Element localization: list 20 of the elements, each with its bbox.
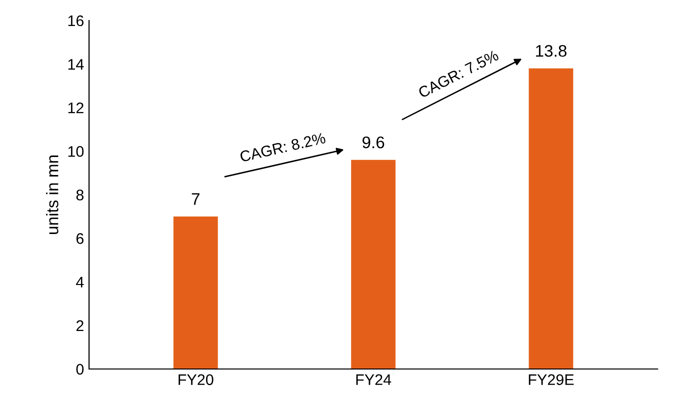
y-tick-label: 10	[68, 146, 84, 157]
x-tick-label: FY29E	[528, 374, 574, 386]
y-tick-label: 14	[68, 59, 84, 70]
y-tick-label: 2	[76, 320, 84, 331]
x-tick-label: FY20	[178, 374, 214, 386]
y-tick-label: 6	[76, 233, 84, 244]
annotation: CAGR: 8.2%	[240, 132, 326, 162]
y-tick-label: 16	[68, 15, 84, 26]
x-tick-label: FY24	[356, 374, 392, 385]
bar	[528, 68, 574, 369]
y-tick-label: 8	[76, 190, 84, 200]
y-tick-label: 4	[76, 276, 84, 288]
y-tick-label: 12	[68, 102, 84, 114]
y-tick-label: 0	[76, 364, 84, 375]
bar	[173, 216, 218, 369]
data-label: 9.6	[362, 136, 384, 148]
data-label: 7	[192, 193, 200, 205]
y-axis-title: units in mn	[46, 156, 58, 234]
bar	[351, 160, 396, 369]
data-label: 13.8	[536, 44, 566, 57]
